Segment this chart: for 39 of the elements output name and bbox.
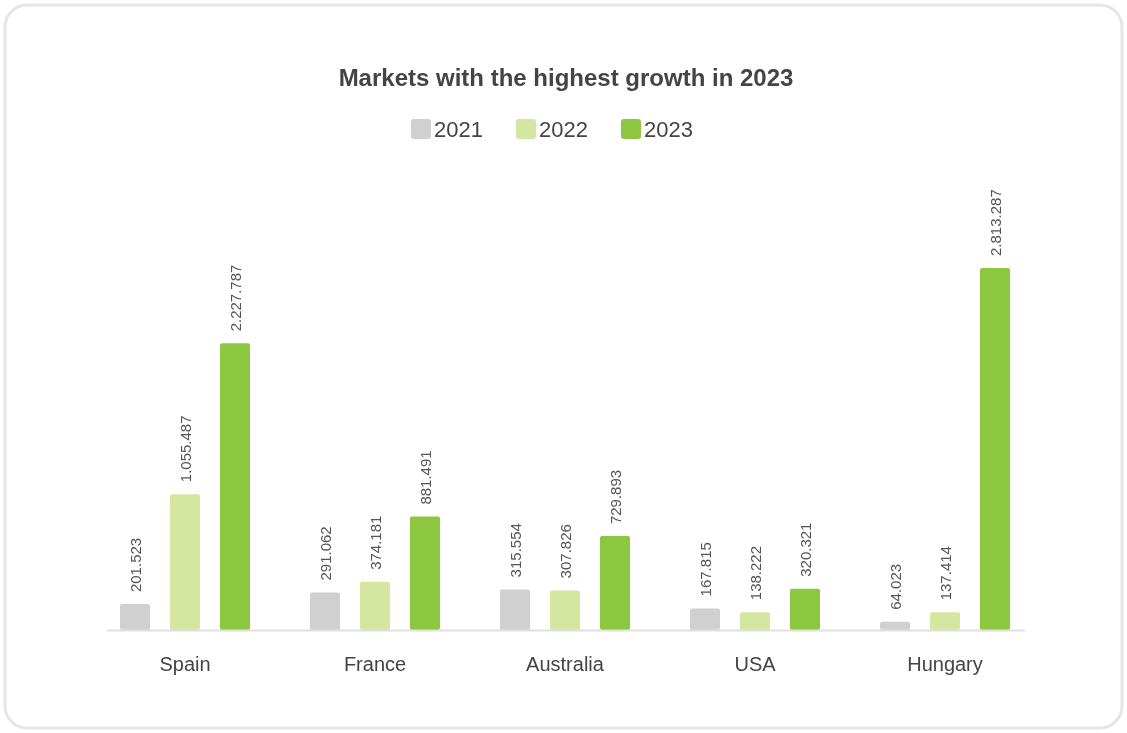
legend-label: 2021 <box>434 117 483 142</box>
data-label: 2.227.787 <box>227 264 244 332</box>
x-tick-label: France <box>343 653 407 675</box>
bar <box>120 604 150 630</box>
x-tick-label: Australia <box>526 653 605 675</box>
bar <box>690 608 720 630</box>
data-label: 320.321 <box>797 522 814 577</box>
bar <box>550 590 580 630</box>
data-label: 729.893 <box>607 469 624 525</box>
data-label: 167.815 <box>697 542 714 597</box>
bar <box>170 494 200 630</box>
bar <box>360 581 390 630</box>
data-label: 881.491 <box>417 450 434 505</box>
data-label: 307.826 <box>557 524 574 579</box>
legend-label: 2023 <box>644 117 693 142</box>
bar <box>930 612 960 630</box>
bar <box>880 621 910 630</box>
chart-title: Markets with the highest growth in 2023 <box>338 64 794 91</box>
bar <box>220 343 250 630</box>
bar <box>980 268 1010 630</box>
data-label: 315.554 <box>507 523 524 578</box>
bar <box>410 516 440 630</box>
legend-label: 2022 <box>539 117 588 142</box>
data-label: 201.523 <box>127 537 144 593</box>
data-label: 64.023 <box>887 563 904 610</box>
bar <box>310 592 340 630</box>
data-label: 1.055.487 <box>177 415 194 483</box>
data-label: 138.222 <box>747 545 764 601</box>
data-label: 291.062 <box>317 526 334 581</box>
data-label: 374.181 <box>367 515 384 570</box>
x-tick-label: Hungary <box>907 653 983 675</box>
x-tick-label: USA <box>734 653 777 675</box>
bar <box>500 589 530 630</box>
bar <box>600 536 630 630</box>
data-label: 2.813.287 <box>987 189 1004 256</box>
bar <box>740 612 770 630</box>
x-tick-label: Spain <box>159 653 211 675</box>
bar <box>790 588 820 630</box>
data-label: 137.414 <box>937 546 954 601</box>
